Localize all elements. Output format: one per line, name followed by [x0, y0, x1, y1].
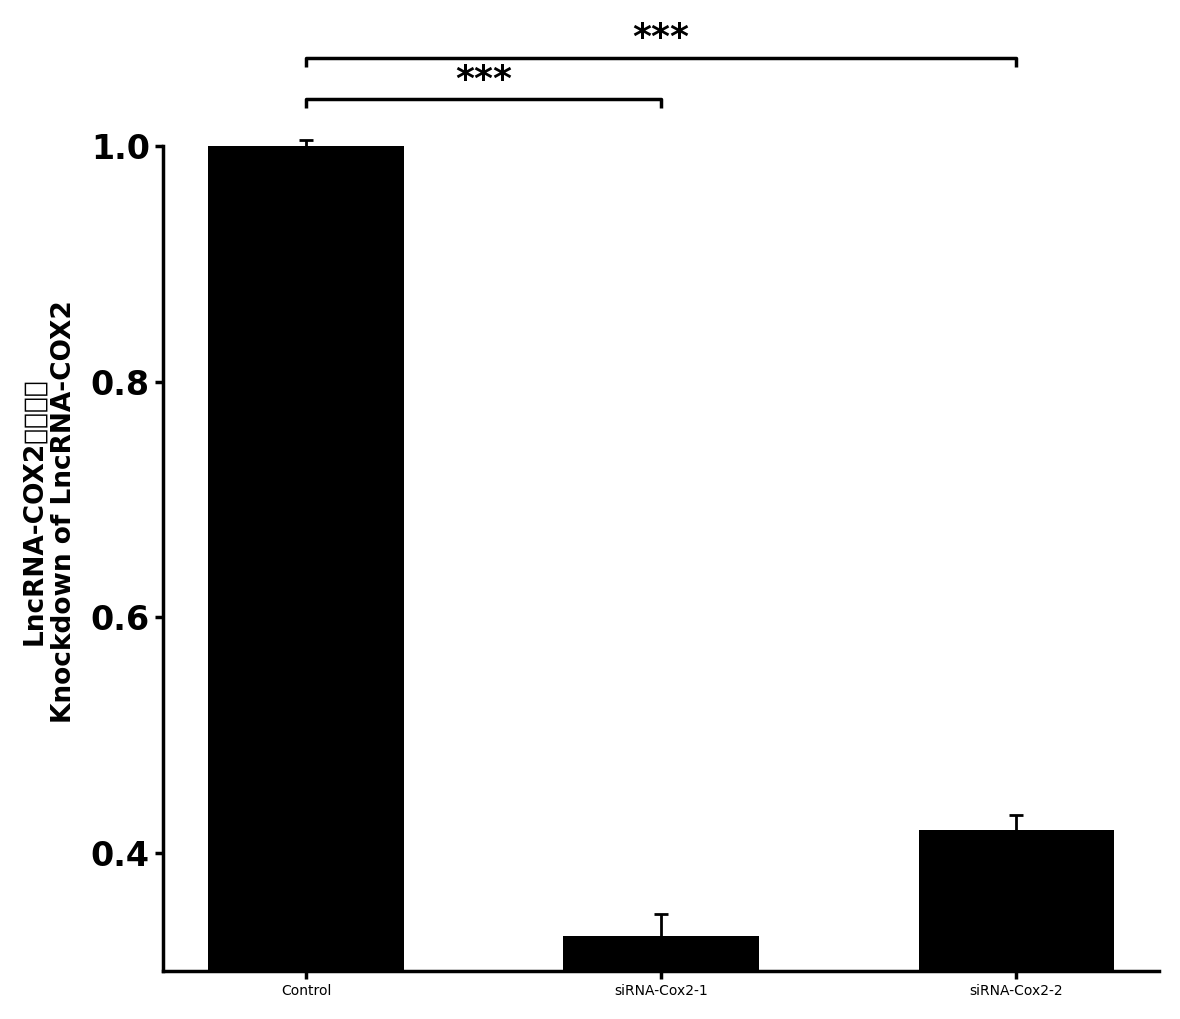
- Bar: [563, 935, 759, 1019]
- Text: ***: ***: [632, 21, 689, 55]
- Bar: [209, 146, 404, 1019]
- Text: ***: ***: [455, 62, 512, 97]
- Bar: [918, 829, 1114, 1019]
- Y-axis label: LncRNA-COX2干扰表达
Knockdown of LncRNA-COX2: LncRNA-COX2干扰表达 Knockdown of LncRNA-COX2: [21, 300, 77, 722]
